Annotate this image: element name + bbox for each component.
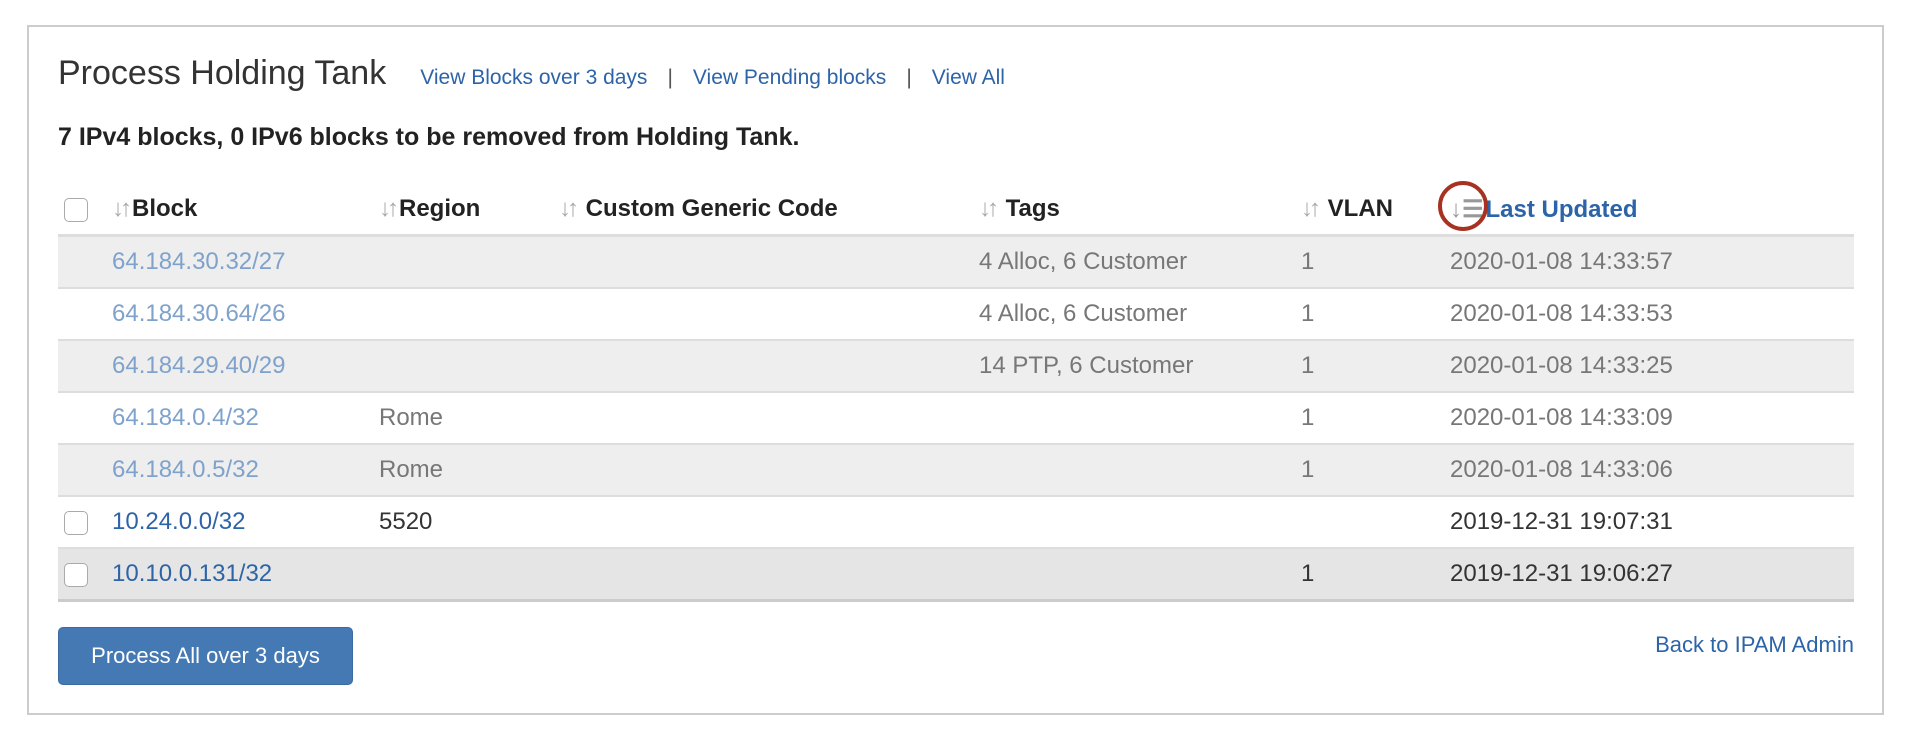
region-cell: 5520: [379, 496, 559, 549]
table-row: 64.184.0.4/32 Rome 1 2020-01-08 14:33:09: [58, 392, 1854, 445]
region-cell: [379, 548, 559, 602]
column-custom-generic-code[interactable]: ↓↑ Custom Generic Code: [559, 184, 979, 237]
region-cell: Rome: [379, 392, 559, 445]
last-updated-cell: 2020-01-08 14:33:53: [1450, 288, 1854, 341]
sort-arrows-icon[interactable]: ↓↑: [379, 195, 399, 222]
process-all-button[interactable]: Process All over 3 days: [58, 627, 353, 685]
column-last-updated[interactable]: ↓☰ Last Updated: [1438, 180, 1854, 237]
last-updated-cell: 2020-01-08 14:33:57: [1450, 235, 1854, 289]
region-cell: [379, 235, 559, 289]
column-label: Custom Generic Code: [585, 195, 838, 222]
region-cell: Rome: [379, 444, 559, 497]
custom-code-cell: [559, 235, 979, 289]
block-link[interactable]: 10.10.0.131/32: [112, 560, 273, 587]
block-link[interactable]: 10.24.0.0/32: [112, 508, 246, 535]
holding-tank-panel: [27, 25, 1884, 715]
sort-descending-icon[interactable]: ↓☰: [1438, 180, 1488, 231]
select-all-checkbox[interactable]: [64, 197, 88, 222]
vlan-cell: 1: [1301, 444, 1450, 497]
row-checkbox[interactable]: [64, 562, 88, 587]
view-all-link[interactable]: View All: [931, 66, 1005, 89]
block-link[interactable]: 64.184.30.32/27: [112, 248, 286, 275]
column-block[interactable]: ↓↑ Block: [112, 184, 379, 237]
last-updated-sort-link[interactable]: Last Updated: [1485, 195, 1638, 223]
region-cell: [379, 340, 559, 393]
sort-arrows-icon[interactable]: ↓↑: [112, 195, 132, 222]
region-cell: [379, 288, 559, 341]
last-updated-cell: 2019-12-31 19:06:27: [1450, 548, 1854, 602]
last-updated-cell: 2020-01-08 14:33:06: [1450, 444, 1854, 497]
column-tags[interactable]: ↓↑ Tags: [979, 184, 1301, 237]
page-header: Process Holding Tank View Blocks over 3 …: [58, 54, 1005, 93]
custom-code-cell: [559, 548, 979, 602]
table-row: 64.184.29.40/29 14 PTP, 6 Customer 1 2020-0…: [58, 340, 1854, 393]
column-label: Region: [399, 195, 481, 222]
tags-cell: 4 Alloc, 6 Customer: [979, 235, 1301, 289]
vlan-cell: 1: [1301, 340, 1450, 393]
table-row: 64.184.0.5/32 Rome 1 2020-01-08 14:33:06: [58, 444, 1854, 497]
tags-cell: 4 Alloc, 6 Customer: [979, 288, 1301, 341]
highlight-circle: [1438, 180, 1488, 231]
vlan-cell: 1: [1301, 235, 1450, 289]
blocks-table: ↓↑ Block ↓↑ Region ↓↑ Custom Generic Code …: [58, 180, 1854, 602]
vlan-cell: 1: [1301, 288, 1450, 341]
tags-cell: [979, 392, 1301, 445]
column-vlan[interactable]: ↓↑ VLAN: [1301, 184, 1450, 237]
custom-code-cell: [559, 288, 979, 341]
table-header-row: ↓↑ Block ↓↑ Region ↓↑ Custom Generic Code …: [58, 180, 1854, 237]
sort-arrows-icon[interactable]: ↓↑: [979, 195, 999, 222]
block-link[interactable]: 64.184.29.40/29: [112, 352, 286, 379]
tags-cell: 14 PTP, 6 Customer: [979, 340, 1301, 393]
last-updated-cell: 2020-01-08 14:33:09: [1450, 392, 1854, 445]
table-row: 10.10.0.131/32 1 2019-12-31 19:06:27: [58, 548, 1854, 602]
table-row: 64.184.30.32/27 4 Alloc, 6 Customer 1 2020-…: [58, 235, 1854, 289]
separator: |: [667, 66, 673, 89]
tags-cell: [979, 548, 1301, 602]
view-blocks-over-3-days-link[interactable]: View Blocks over 3 days: [420, 66, 648, 89]
column-label: VLAN: [1327, 195, 1394, 222]
page-title: Process Holding Tank: [58, 54, 387, 92]
last-updated-cell: 2020-01-08 14:33:25: [1450, 340, 1854, 393]
block-link[interactable]: 64.184.0.5/32: [112, 456, 259, 483]
block-link[interactable]: 64.184.0.4/32: [112, 404, 259, 431]
separator: |: [906, 66, 912, 89]
vlan-cell: 1: [1301, 548, 1450, 602]
last-updated-cell: 2019-12-31 19:07:31: [1450, 496, 1854, 549]
custom-code-cell: [559, 444, 979, 497]
back-to-ipam-admin-link[interactable]: Back to IPAM Admin: [1655, 632, 1854, 657]
column-region[interactable]: ↓↑ Region: [379, 184, 559, 237]
vlan-cell: [1301, 496, 1450, 549]
column-label: Tags: [1005, 195, 1060, 222]
table-row: 64.184.30.64/26 4 Alloc, 6 Customer 1 2020-…: [58, 288, 1854, 341]
custom-code-cell: [559, 340, 979, 393]
tags-cell: [979, 444, 1301, 497]
custom-code-cell: [559, 392, 979, 445]
row-checkbox[interactable]: [64, 510, 88, 535]
custom-code-cell: [559, 496, 979, 549]
tags-cell: [979, 496, 1301, 549]
vlan-cell: 1: [1301, 392, 1450, 445]
sort-arrows-icon[interactable]: ↓↑: [1301, 195, 1321, 222]
table-row: 10.24.0.0/32 5520 2019-12-31 19:07:31: [58, 496, 1854, 549]
column-label: Block: [132, 195, 198, 222]
sort-arrows-icon[interactable]: ↓↑: [559, 195, 579, 222]
view-pending-blocks-link[interactable]: View Pending blocks: [692, 66, 887, 89]
summary-text: 7 IPv4 blocks, 0 IPv6 blocks to be remov…: [58, 123, 800, 151]
block-link[interactable]: 64.184.30.64/26: [112, 300, 286, 327]
